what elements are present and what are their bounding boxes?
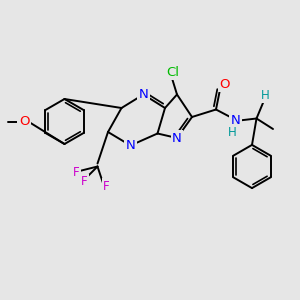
Text: O: O [19, 115, 29, 128]
Text: Cl: Cl [166, 65, 179, 79]
Text: H: H [261, 88, 270, 102]
Text: N: N [172, 131, 182, 145]
Text: F: F [81, 175, 87, 188]
Text: F: F [103, 179, 110, 193]
Text: N: N [231, 113, 240, 127]
Text: F: F [73, 166, 80, 179]
Text: O: O [220, 77, 230, 91]
Text: N: N [126, 139, 135, 152]
Text: H: H [228, 125, 237, 139]
Text: N: N [139, 88, 148, 101]
